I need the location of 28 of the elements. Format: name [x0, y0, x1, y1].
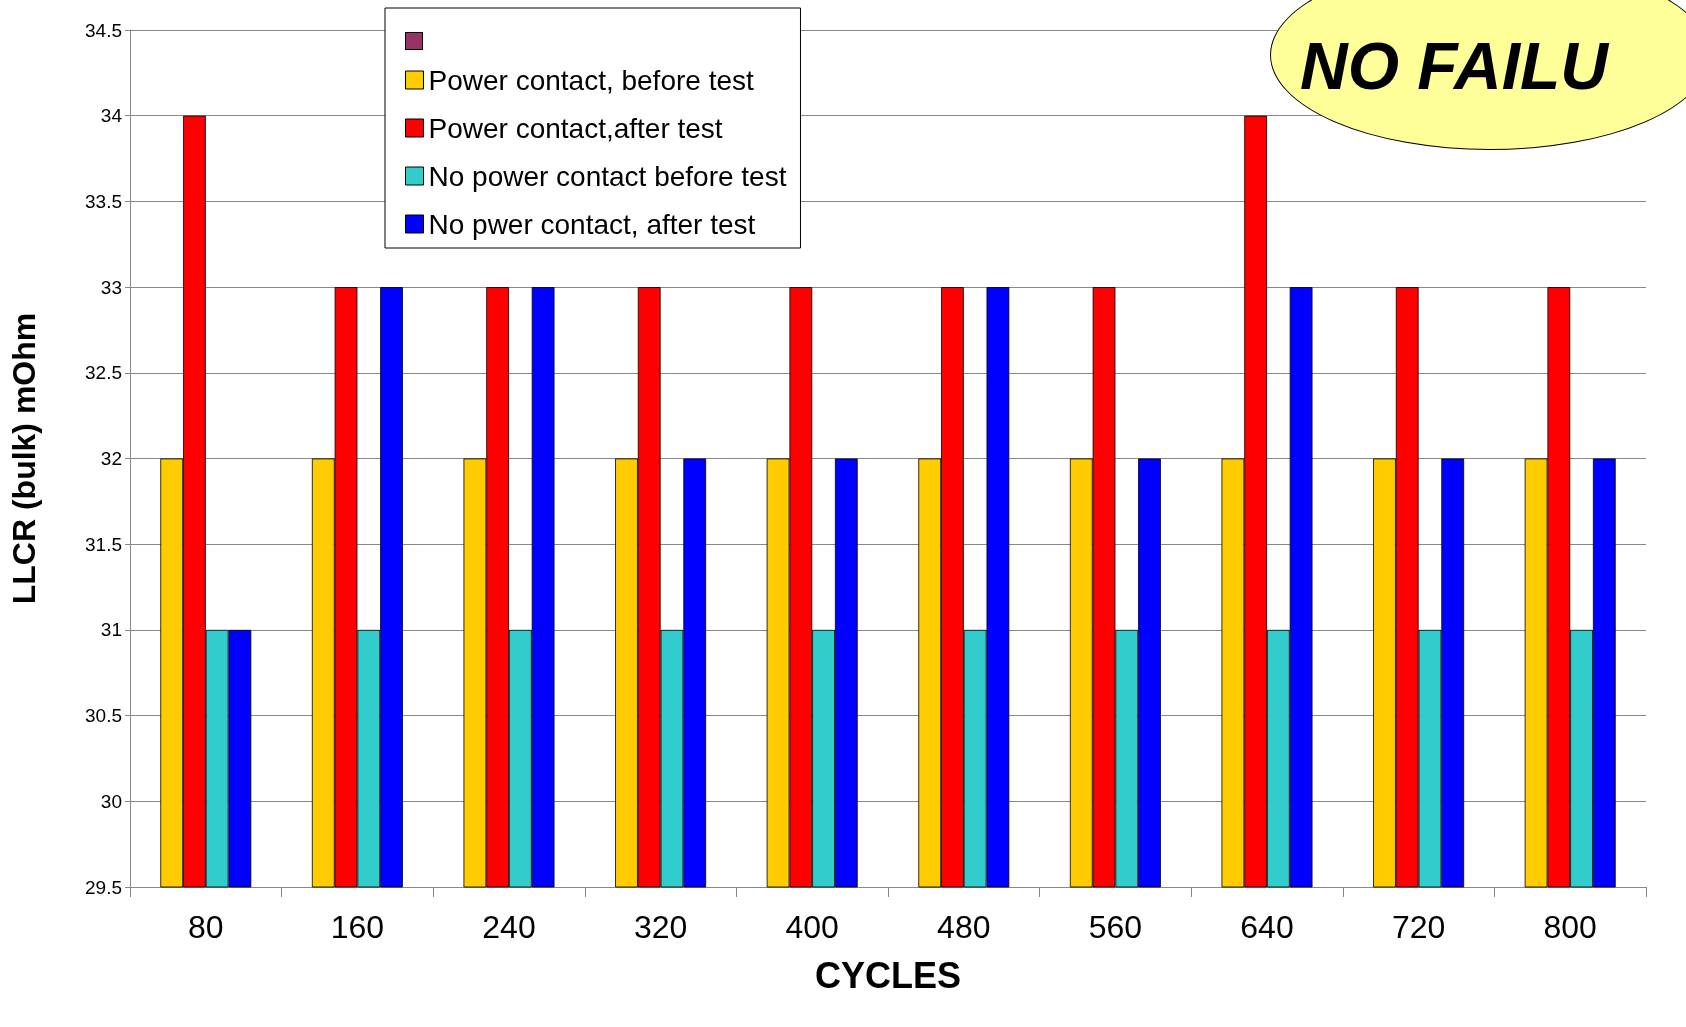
- y-tick-label: 32.5: [85, 362, 122, 384]
- legend-label: No pwer contact, after test: [428, 208, 756, 240]
- legend-label: Power contact,after test: [428, 112, 723, 144]
- x-axis-title: CYCLES: [814, 954, 962, 996]
- x-tick-label: 400: [785, 909, 839, 945]
- x-tick-label: 480: [937, 909, 991, 945]
- annotation: NO FAILU: [1300, 28, 1608, 104]
- y-tick-label: 32: [100, 448, 122, 469]
- y-tick-label: 31: [100, 619, 122, 641]
- legend-label: No power contact before test: [428, 160, 787, 192]
- x-tick-label: 240: [482, 909, 536, 945]
- y-tick-label: 30: [100, 790, 122, 812]
- x-tick-label: 560: [1088, 909, 1143, 945]
- y-tick-label: 34: [100, 105, 123, 127]
- x-tick-label: 160: [330, 909, 385, 945]
- legend-label: Power contact, before test: [428, 64, 754, 96]
- y-axis-title: LLCR (bulk) mOhm: [6, 312, 42, 605]
- y-tick-label: 30.5: [85, 705, 122, 727]
- y-tick-label: 34.5: [85, 19, 122, 41]
- y-tick-label: 29.5: [85, 876, 122, 898]
- x-tick-label: 800: [1543, 909, 1597, 945]
- y-tick-label: 31.5: [85, 533, 122, 555]
- y-tick-label: 33.5: [85, 190, 122, 212]
- y-tick-label: 33: [100, 276, 122, 298]
- x-tick-label: 720: [1391, 909, 1446, 945]
- x-tick-label: 640: [1240, 909, 1294, 945]
- x-tick-label: 80: [188, 909, 224, 945]
- x-tick-label: 320: [633, 909, 688, 945]
